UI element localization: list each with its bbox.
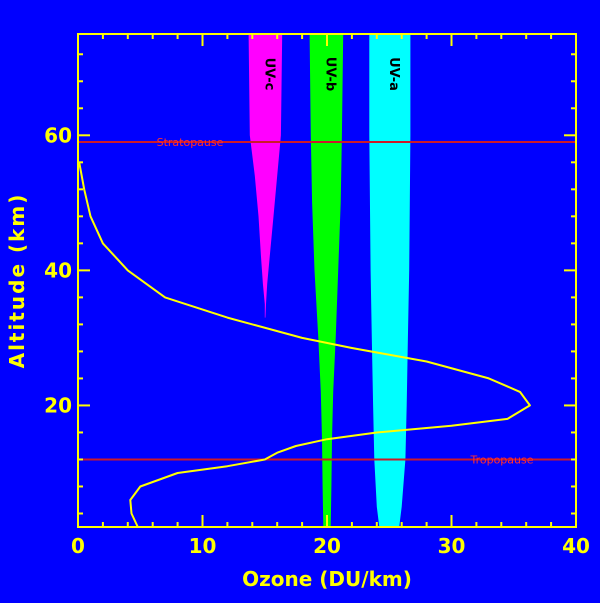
ref-label-tropopause: Tropopause — [469, 453, 533, 466]
uv-bands: UV-c UV-b UV-a — [248, 34, 411, 527]
ozone-profile-series — [78, 162, 531, 528]
x-tick-label: 0 — [71, 534, 85, 558]
y-axis-title: Altitude (km) — [5, 193, 29, 369]
x-tick-labels: 0 10 20 30 40 — [71, 534, 590, 558]
ozone-profile-line — [78, 162, 531, 528]
band-label-uv-a: UV-a — [386, 57, 401, 91]
band-label-uv-b: UV-b — [322, 57, 337, 91]
axis-ticks — [77, 34, 577, 527]
x-tick-label: 40 — [562, 534, 590, 558]
x-tick-label: 30 — [438, 534, 466, 558]
uv-band-uv-b — [309, 34, 344, 527]
reference-lines: Stratopause Tropopause — [78, 136, 576, 466]
uv-band-uv-a — [369, 34, 411, 527]
y-tick-label: 20 — [44, 393, 72, 417]
uv-band-uv-c — [248, 34, 283, 318]
x-axis-title: Ozone (DU/km) — [242, 567, 412, 591]
x-tick-label: 20 — [313, 534, 341, 558]
y-tick-labels: 20 40 60 — [44, 123, 72, 417]
ref-label-stratopause: Stratopause — [157, 136, 224, 149]
y-tick-label: 40 — [44, 258, 72, 282]
y-tick-label: 60 — [44, 123, 72, 147]
band-label-uv-c: UV-c — [261, 58, 276, 91]
x-tick-label: 10 — [189, 534, 217, 558]
